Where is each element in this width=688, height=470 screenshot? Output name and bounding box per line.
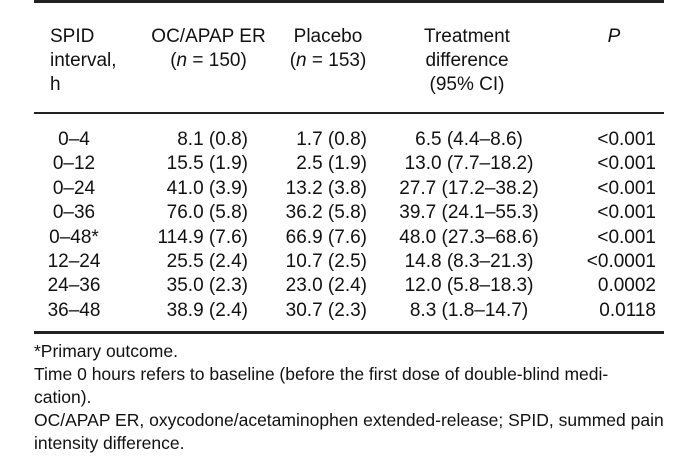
cell-oc-apap: 114.9 (7.6): [157, 226, 248, 248]
table-row: 12–24 25.5 (2.4) 10.7 (2.5) 14.8 (8.3–21…: [34, 250, 664, 274]
cell-interval: 24–36: [47, 275, 101, 297]
header-placebo: Placebo (n = 153): [289, 26, 367, 71]
cell-p: <0.001: [597, 202, 656, 224]
cell-placebo: 1.7 (0.8): [296, 129, 367, 150]
footnote-primary-outcome: *Primary outcome.: [34, 341, 178, 361]
table-header-rule: [34, 112, 664, 114]
table-bottom-rule: [34, 331, 664, 335]
cell-interval: 12–24: [47, 250, 101, 272]
cell-interval: 0–36: [52, 202, 96, 224]
table-footnotes: *Primary outcome. Time 0 hours refers to…: [34, 340, 664, 455]
cell-placebo: 13.2 (3.8): [285, 177, 367, 199]
cell-interval: 0–24: [52, 177, 96, 199]
table-header: SPID interval, h OC/APAP ER (n = 150) Pla…: [34, 3, 664, 112]
table-row: 0–12 15.5 (1.9) 2.5 (1.9) 13.0 (7.7–18.2…: [34, 152, 664, 176]
cell-oc-apap: 35.0 (2.3): [166, 275, 248, 297]
cell-placebo: 66.9 (7.6): [285, 226, 367, 248]
cell-interval: 36–48: [47, 299, 101, 321]
cell-p: <0.001: [597, 129, 656, 150]
cell-oc-apap: 25.5 (2.4): [166, 250, 248, 272]
cell-difference: 8.3 (1.8–14.7): [409, 299, 529, 321]
table-top-rule: [34, 0, 664, 3]
cell-oc-apap: 76.0 (5.8): [166, 202, 248, 224]
footnote-time-zero: Time 0 hours refers to baseline (before …: [34, 364, 609, 407]
cell-p: <0.0001: [586, 250, 656, 272]
table-body: 0–4 8.1 (0.8) 1.7 (0.8) 6.5 (4.4–8.6) <0…: [34, 114, 664, 331]
cell-difference: 14.8 (8.3–21.3): [404, 250, 534, 272]
table-row: 0–36 76.0 (5.8) 36.2 (5.8) 39.7 (24.1–55…: [34, 201, 664, 225]
table-row: 0–4 8.1 (0.8) 1.7 (0.8) 6.5 (4.4–8.6) <0…: [34, 128, 664, 152]
cell-difference: 12.0 (5.8–18.3): [404, 275, 534, 297]
cell-difference: 6.5 (4.4–8.6): [415, 129, 523, 150]
cell-p: <0.001: [597, 226, 656, 248]
cell-p: <0.001: [597, 153, 656, 175]
cell-difference: 39.7 (24.1–55.3): [399, 202, 539, 224]
cell-placebo: 30.7 (2.3): [285, 299, 367, 321]
cell-interval: 0–12: [52, 153, 96, 175]
table-row: 36–48 38.9 (2.4) 30.7 (2.3) 8.3 (1.8–14.…: [34, 299, 664, 323]
table-row: 24–36 35.0 (2.3) 23.0 (2.4) 12.0 (5.8–18…: [34, 274, 664, 298]
cell-placebo: 36.2 (5.8): [285, 202, 367, 224]
table-row: 0–48* 114.9 (7.6) 66.9 (7.6) 48.0 (27.3–…: [34, 226, 664, 250]
cell-p: <0.001: [597, 177, 656, 199]
cell-difference: 27.7 (17.2–38.2): [399, 177, 539, 199]
cell-placebo: 23.0 (2.4): [285, 275, 367, 297]
cell-p: 0.0118: [599, 299, 656, 321]
table-row: 0–24 41.0 (3.9) 13.2 (3.8) 27.7 (17.2–38…: [34, 177, 664, 201]
footnote-abbreviations: OC/APAP ER, oxycodone/acetaminophen exte…: [34, 410, 664, 453]
cell-difference: 13.0 (7.7–18.2): [404, 153, 534, 175]
cell-oc-apap: 15.5 (1.9): [166, 153, 248, 175]
cell-oc-apap: 41.0 (3.9): [166, 177, 248, 199]
cell-placebo: 2.5 (1.9): [296, 153, 367, 175]
cell-oc-apap: 38.9 (2.4): [166, 299, 248, 321]
cell-p: 0.0002: [597, 275, 656, 297]
header-oc-apap-er: OC/APAP ER (n = 150): [151, 26, 266, 71]
cell-difference: 48.0 (27.3–68.6): [399, 226, 539, 248]
cell-interval: 0–4: [58, 129, 90, 150]
results-table: SPID interval, h OC/APAP ER (n = 150) Pla…: [34, 0, 664, 335]
cell-oc-apap: 8.1 (0.8): [177, 129, 248, 150]
header-spid-interval: SPID interval, h: [50, 26, 117, 95]
header-treatment-difference: Treatment difference (95% CI): [424, 26, 510, 95]
cell-placebo: 10.7 (2.5): [285, 250, 367, 272]
header-p-value: P: [607, 26, 621, 47]
cell-interval: 0–48*: [49, 226, 99, 248]
